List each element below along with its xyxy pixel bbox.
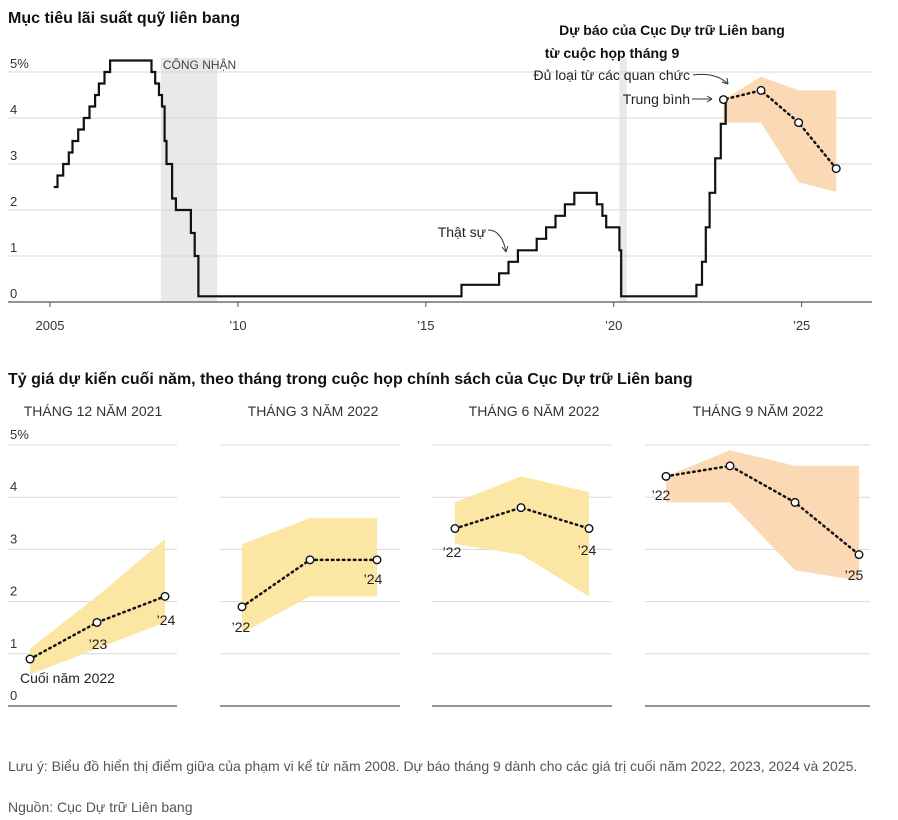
panel-median-point: [661, 471, 671, 481]
panel-median-point: [372, 555, 382, 565]
x-tick-label: 2005: [36, 318, 65, 333]
panel-range-band: [30, 538, 165, 675]
small-y-tick-label: 2: [10, 584, 17, 599]
panel-title: THÁNG 9 NĂM 2022: [693, 403, 824, 419]
actual-arrow: [487, 229, 507, 253]
range-arrow: [692, 73, 729, 85]
panel-point-label: ’24: [157, 612, 176, 628]
panel-range-band: [455, 476, 589, 597]
x-tick-label: ’25: [793, 318, 810, 333]
median-arrowhead: [706, 95, 713, 103]
y-tick-label: 4: [10, 102, 17, 117]
chart-note: Lưu ý: Biểu đồ hiển thị điểm giữa của ph…: [8, 758, 858, 774]
panel-point-label: ’25: [845, 567, 864, 583]
panel-median-point: [790, 497, 800, 507]
panel-median-line: [664, 464, 861, 556]
panel-median-point: [25, 654, 35, 664]
recession-band-0: [160, 58, 218, 302]
actual-rate-line: [53, 59, 727, 298]
panel-point-label: ’24: [578, 542, 597, 558]
panel-point-label: ’22: [443, 544, 462, 560]
panel-median-point: [305, 555, 315, 565]
x-tick-label: ’20: [605, 318, 622, 333]
x-tick-label: ’10: [229, 318, 246, 333]
panel-median-point: [237, 602, 247, 612]
projection-range-band: [723, 76, 837, 192]
median-point: [794, 118, 804, 128]
chart-source: Nguồn: Cục Dự trữ Liên bang: [8, 799, 193, 815]
small-multiples-title: Tỷ giá dự kiến cuối năm, theo tháng tron…: [8, 371, 693, 388]
x-tick-label: ’15: [417, 318, 434, 333]
panel-title: THÁNG 12 NĂM 2021: [24, 403, 163, 419]
recession-band-1: [619, 58, 627, 302]
median-label: Trung bình: [623, 91, 690, 107]
panel-median-point: [516, 503, 526, 513]
y-tick-label: 0: [10, 286, 17, 301]
panel-point-label: ’22: [652, 487, 671, 503]
y-tick-label: 5%: [10, 56, 29, 71]
panel-median-point: [160, 591, 170, 601]
panel-median-point: [450, 524, 460, 534]
projection-title-line1: Dự báo của Cục Dự trữ Liên bang: [559, 22, 785, 38]
range-arrowhead: [721, 77, 729, 85]
panel-range-band: [666, 450, 859, 581]
y-tick-label: 1: [10, 240, 17, 255]
panel-range-band: [242, 518, 377, 633]
recession-label: CÔNG NHẬN: [163, 57, 236, 72]
panel-point-label: ’23: [89, 636, 108, 652]
small-y-tick-label: 1: [10, 636, 17, 651]
panel-title: THÁNG 3 NĂM 2022: [248, 403, 379, 419]
panel-median-point: [725, 461, 735, 471]
panel-median-point: [92, 617, 102, 627]
chart-title: Mục tiêu lãi suất quỹ liên bang: [8, 10, 241, 27]
y-tick-label: 3: [10, 148, 17, 163]
small-y-tick-label: 4: [10, 479, 17, 494]
actual-arrowhead: [501, 245, 509, 253]
actual-label: Thật sự: [438, 224, 486, 240]
median-point: [831, 164, 841, 174]
small-y-tick-label: 3: [10, 531, 17, 546]
small-y-tick-label: 0: [10, 688, 17, 703]
panel-title: THÁNG 6 NĂM 2022: [469, 403, 600, 419]
range-label: Đủ loại từ các quan chức: [534, 67, 691, 83]
panel-median-point: [854, 550, 864, 560]
small-y-tick-label: 5%: [10, 427, 29, 442]
panel-median-line: [453, 506, 591, 530]
median-point: [718, 95, 728, 105]
panel-median-point: [584, 524, 594, 534]
y-tick-label: 2: [10, 194, 17, 209]
panel-point-label: ’22: [232, 619, 251, 635]
projection-title-line2: từ cuộc họp tháng 9: [545, 45, 680, 61]
panel-point-label: ’24: [364, 571, 383, 587]
panel-point-label: Cuối năm 2022: [20, 670, 115, 686]
median-point: [756, 85, 766, 95]
